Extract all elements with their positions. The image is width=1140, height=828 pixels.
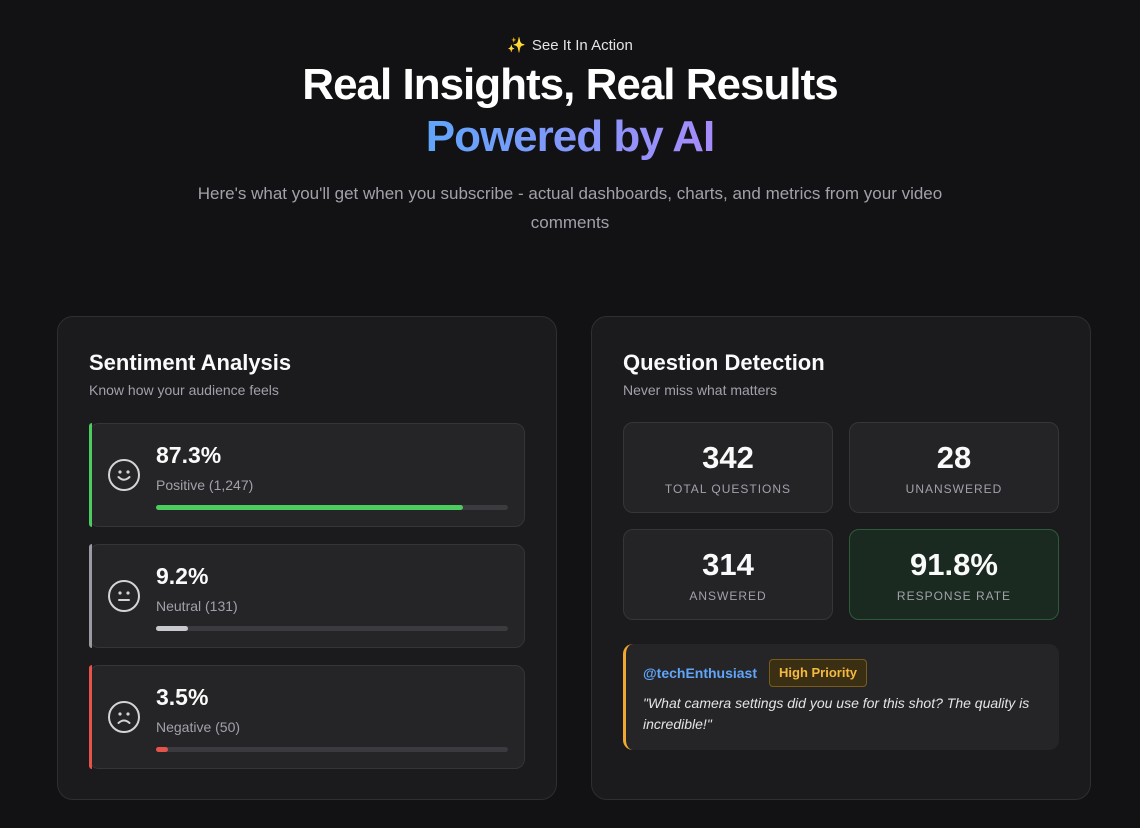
sentiment-subtitle: Know how your audience feels (89, 382, 279, 398)
negative-accent (89, 665, 92, 769)
stat-unanswered: 28 Unanswered (849, 422, 1059, 513)
sentiment-title: Sentiment Analysis (89, 350, 292, 375)
headline-gradient: Powered by AI (0, 112, 1140, 162)
sparkles-icon: ✨ (507, 37, 526, 54)
stat-label: Answered (689, 589, 767, 603)
questions-subtitle: Never miss what matters (623, 382, 778, 398)
priority-badge: High Priority (769, 659, 868, 687)
neutral-percent: 9.2% (156, 563, 209, 589)
negative-progress-fill (156, 747, 169, 752)
sentiment-neutral: 9.2% Neutral (131) (89, 544, 525, 648)
negative-progress-track (156, 747, 508, 752)
neutral-progress-track (156, 626, 508, 631)
stat-value: 314 (702, 547, 754, 582)
positive-progress-track (156, 505, 508, 510)
happy-face-icon (108, 459, 140, 491)
positive-progress-fill (156, 505, 464, 510)
hero-subtitle: Here's what you'll get when you subscrib… (197, 184, 943, 232)
stat-label: Total Questions (664, 482, 792, 496)
negative-label: Negative (50) (156, 719, 241, 735)
negative-percent: 3.5% (156, 684, 209, 710)
neutral-label: Neutral (131) (156, 598, 238, 614)
stat-value: 28 (936, 440, 972, 475)
sentiment-negative: 3.5% Negative (50) (89, 665, 525, 769)
question-detection-card: Question Detection Never miss what matte… (591, 316, 1091, 800)
stat-label: Unanswered (905, 482, 1003, 496)
stat-total-questions: 342 Total Questions (623, 422, 833, 513)
stat-label: Response Rate (896, 589, 1012, 603)
neutral-accent (89, 544, 92, 648)
stat-response-rate: 91.8% Response Rate (849, 529, 1059, 620)
sentiment-card: Sentiment Analysis Know how your audienc… (57, 316, 557, 800)
positive-label: Positive (1,247) (156, 477, 254, 493)
stat-answered: 314 Answered (623, 529, 833, 620)
eyebrow-text: See It In Action (531, 37, 633, 54)
headline: Real Insights, Real Results (302, 60, 838, 109)
headline-gradient-text: Powered by AI (425, 112, 716, 161)
question-text: "What camera settings did you use for th… (643, 695, 1030, 732)
stat-value: 91.8% (910, 547, 998, 582)
example-question: @techEnthusiast High Priority "What came… (623, 644, 1059, 750)
questions-title: Question Detection (623, 350, 825, 375)
neutral-face-icon (108, 580, 140, 612)
stat-value: 342 (702, 440, 754, 475)
positive-accent (89, 423, 92, 527)
neutral-progress-fill (156, 626, 189, 631)
commenter-handle: @techEnthusiast (643, 665, 758, 681)
eyebrow: ✨ See It In Action (0, 36, 1140, 54)
sad-face-icon (108, 701, 140, 733)
sentiment-positive: 87.3% Positive (1,247) (89, 423, 525, 527)
positive-percent: 87.3% (156, 442, 222, 468)
